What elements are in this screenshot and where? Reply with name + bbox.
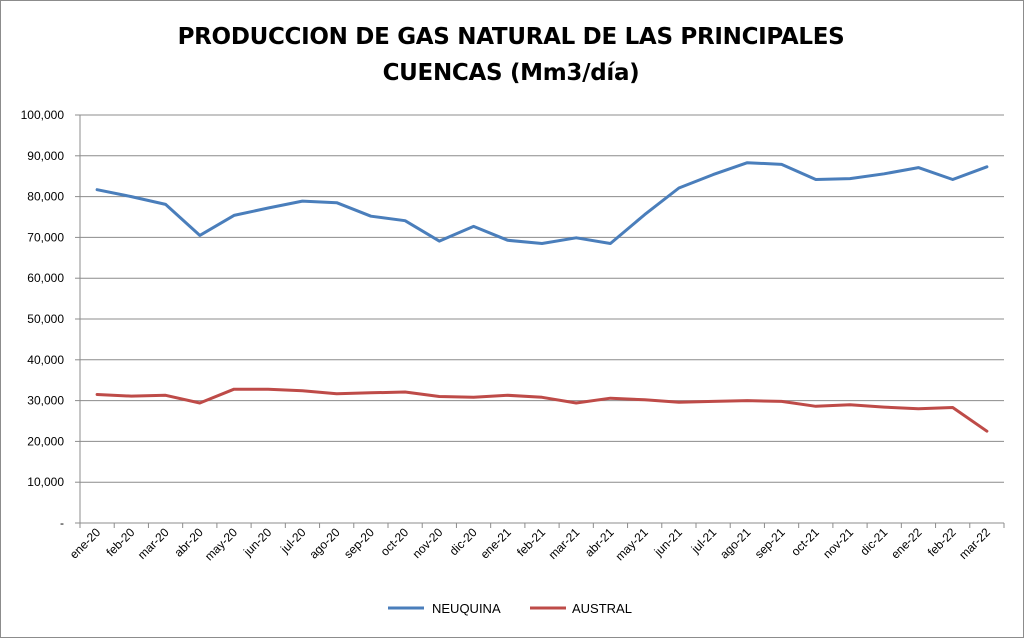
x-tick-label: feb-22 <box>925 525 959 559</box>
chart-title: PRODUCCION DE GAS NATURAL DE LAS PRINCIP… <box>101 19 921 91</box>
x-tick-label: ene-20 <box>67 525 104 562</box>
x-tick-label: nov-21 <box>820 525 856 561</box>
y-tick-label: 60,000 <box>27 271 64 285</box>
x-tick-label: feb-21 <box>514 525 548 559</box>
y-tick-label: 50,000 <box>27 312 64 326</box>
y-tick-label: 80,000 <box>27 190 64 204</box>
y-tick-label: 40,000 <box>27 353 64 367</box>
x-tick-label: mar-22 <box>956 525 993 562</box>
series-line-neuquina <box>95 161 989 245</box>
gridlines <box>80 114 1004 483</box>
x-tick-label: jul-20 <box>277 525 309 557</box>
x-tick-label: jun-21 <box>651 525 685 559</box>
x-tick-label: ene-21 <box>478 525 515 562</box>
y-tick-label: 10,000 <box>27 475 64 489</box>
legend-label: NEUQUINA <box>432 601 501 616</box>
legend-item-neuquina: NEUQUINA <box>388 601 501 616</box>
chart-title-line-2: CUENCAS (Mm3/día) <box>382 60 640 86</box>
x-tick-label: mar-20 <box>135 525 172 562</box>
y-tick-label: 100,000 <box>21 108 65 122</box>
legend-item-austral: AUSTRAL <box>530 601 632 616</box>
x-tick-label: dic-20 <box>447 525 480 558</box>
x-tick-label: sep-20 <box>341 525 377 561</box>
legend: NEUQUINA AUSTRAL <box>388 601 632 616</box>
legend-label: AUSTRAL <box>572 601 632 616</box>
x-tick-label: sep-21 <box>752 525 788 561</box>
x-tick-label: jun-20 <box>240 525 274 559</box>
x-tick-label: ene-22 <box>888 525 925 562</box>
x-tick-label: dic-21 <box>857 525 890 558</box>
x-tick-label: abr-21 <box>582 525 617 560</box>
x-tick-label: jul-21 <box>688 525 720 557</box>
x-tick-label: oct-21 <box>788 525 822 559</box>
y-tick-label: - <box>60 516 64 530</box>
axes <box>75 114 1005 528</box>
y-tick-label: 30,000 <box>27 394 64 408</box>
x-tick-label: may-21 <box>613 525 651 563</box>
x-tick-label: nov-20 <box>410 525 446 561</box>
x-tick-label: ago-21 <box>717 525 754 562</box>
y-tick-label: 90,000 <box>27 149 64 163</box>
x-tick-label: feb-20 <box>103 525 137 559</box>
x-tick-label: mar-21 <box>546 525 583 562</box>
y-tick-label: 20,000 <box>27 434 64 448</box>
x-tick-label: ago-20 <box>306 525 343 562</box>
series-lines <box>95 161 989 433</box>
series-line-austral <box>95 387 989 433</box>
y-tick-label: 70,000 <box>27 230 64 244</box>
x-tick-label: may-20 <box>202 525 240 563</box>
y-tick-labels: - 10,000 20,000 30,000 40,000 50,000 60,000 70,… <box>21 108 65 530</box>
x-tick-label: oct-20 <box>378 525 412 559</box>
chart-title-line-1: PRODUCCION DE GAS NATURAL DE LAS PRINCIP… <box>177 24 845 50</box>
x-tick-label: abr-20 <box>171 525 206 560</box>
